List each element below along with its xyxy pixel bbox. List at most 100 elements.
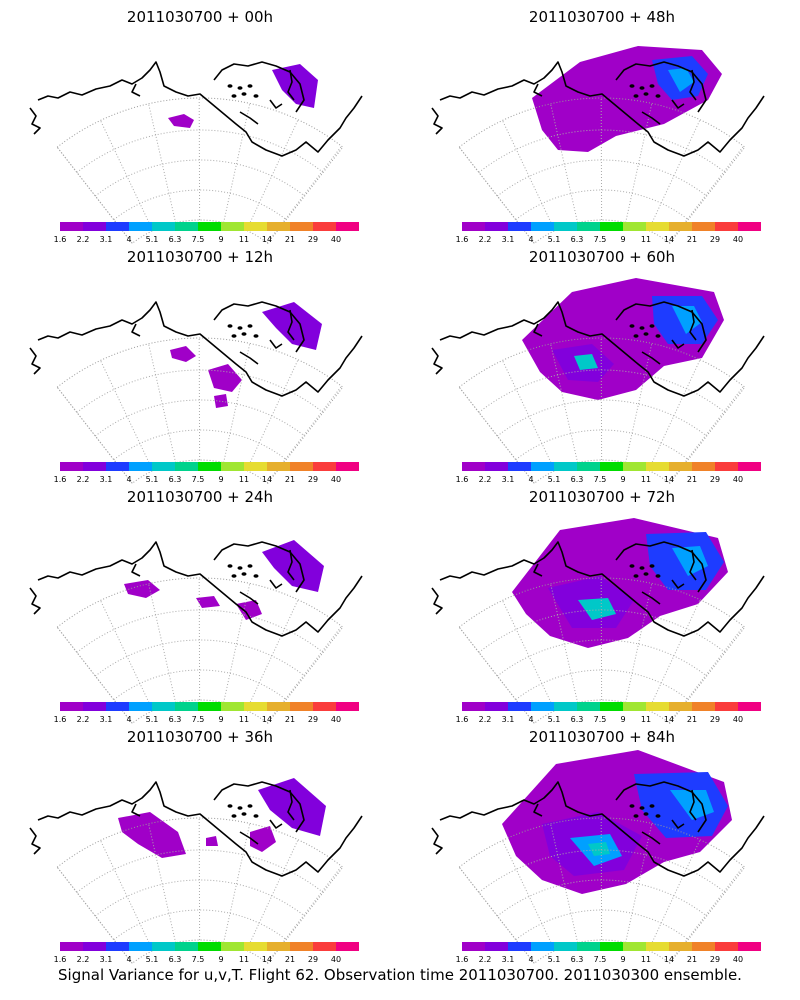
colorbar-swatch-8 <box>646 222 669 231</box>
shaded-region-1 <box>118 812 186 858</box>
colorbar-swatch-10 <box>692 702 715 711</box>
colorbar-swatch-0 <box>462 462 485 471</box>
longitude-line <box>148 103 177 223</box>
colorbar-tick-label: 14 <box>262 955 272 964</box>
latitude-line <box>76 369 324 413</box>
coastline <box>131 563 141 577</box>
colorbar-tick-label: 9 <box>218 475 223 484</box>
island <box>649 804 655 808</box>
colorbar-swatch-12 <box>738 222 761 231</box>
colorbar-swatch-4 <box>554 462 577 471</box>
map-boundary <box>458 337 746 485</box>
colorbar-tick-label: 3.1 <box>502 475 515 484</box>
colorbar-tick-label: 40 <box>733 475 743 484</box>
colorbar-swatch-5 <box>175 222 198 231</box>
latitude-line <box>95 399 305 437</box>
island <box>253 574 259 578</box>
island <box>655 334 661 338</box>
longitude-line <box>223 583 251 703</box>
latitude-line <box>497 639 707 677</box>
coastline <box>671 339 685 349</box>
longitude-line <box>100 600 154 711</box>
colorbar-tick-label: 3.1 <box>502 715 515 724</box>
colorbar-swatch-8 <box>244 222 267 231</box>
coastline <box>213 301 305 353</box>
panel-title: 2011030700 + 84h <box>529 728 675 746</box>
colorbar-swatch-6 <box>198 462 221 471</box>
island <box>643 572 649 576</box>
longitude-line <box>625 343 653 463</box>
colorbar-tick-label: 6.3 <box>169 955 182 964</box>
colorbar-tick-label: 29 <box>308 955 318 964</box>
coastline <box>533 563 543 577</box>
coastline <box>239 111 259 125</box>
island <box>633 574 639 578</box>
colorbar-swatch-11 <box>715 462 738 471</box>
colorbar-tick-label: 11 <box>239 715 249 724</box>
island <box>649 324 655 328</box>
colorbar-swatch-10 <box>290 702 313 711</box>
colorbar-tick-label: 29 <box>308 715 318 724</box>
colorbar-swatch-8 <box>646 702 669 711</box>
shaded-region-3 <box>214 394 228 408</box>
latitude-line <box>95 159 305 197</box>
latitude-line <box>515 189 689 221</box>
colorbar-swatch-2 <box>106 462 129 471</box>
colorbar-tick-label: 11 <box>239 475 249 484</box>
coastline <box>37 61 363 157</box>
colorbar-tick-label: 5.1 <box>146 475 159 484</box>
colorbar-tick-label: 29 <box>710 955 720 964</box>
colorbar-swatch-8 <box>244 462 267 471</box>
colorbar-swatch-12 <box>336 222 359 231</box>
colorbar-swatch-11 <box>313 222 336 231</box>
colorbar-tick-label: 40 <box>733 955 743 964</box>
colorbar-tick-label: 9 <box>218 955 223 964</box>
coastline <box>287 69 295 101</box>
island <box>639 806 645 810</box>
colorbar-swatch-9 <box>669 942 692 951</box>
colorbar-swatch-6 <box>198 222 221 231</box>
island <box>655 94 661 98</box>
coastline <box>37 541 363 637</box>
colorbar-swatch-6 <box>198 702 221 711</box>
island <box>237 806 243 810</box>
colorbar-swatch-12 <box>738 462 761 471</box>
colorbar-swatch-7 <box>623 222 646 231</box>
coastline <box>533 323 543 337</box>
colorbar-swatch-1 <box>485 942 508 951</box>
colorbar-tick-label: 21 <box>687 235 697 244</box>
map-boundary <box>56 337 344 485</box>
colorbar-tick-label: 4 <box>126 715 131 724</box>
colorbar-tick-label: 29 <box>710 715 720 724</box>
coastline <box>29 347 41 375</box>
shaded-region-0 <box>272 64 318 108</box>
latitude-line <box>478 849 726 893</box>
colorbar-tick-label: 14 <box>262 715 272 724</box>
colorbar-swatch-11 <box>313 702 336 711</box>
coastline <box>287 789 295 821</box>
colorbar-tick-label: 2.2 <box>77 235 90 244</box>
map-boundary <box>56 577 344 725</box>
colorbar-tick-label: 11 <box>641 235 651 244</box>
map-boundary <box>458 97 746 245</box>
colorbar-tick-label: 3.1 <box>502 235 515 244</box>
longitude-line <box>648 599 701 711</box>
coastline <box>269 579 283 589</box>
coastline <box>439 781 765 877</box>
coastline <box>439 61 765 157</box>
coastline <box>37 781 363 877</box>
colorbar-tick-label: 11 <box>239 235 249 244</box>
island <box>241 812 247 816</box>
colorbar-swatch-11 <box>313 462 336 471</box>
colorbar-swatch-3 <box>129 942 152 951</box>
coastline <box>431 827 443 855</box>
colorbar-tick-label: 1.6 <box>456 235 469 244</box>
colorbar-tick-label: 29 <box>710 475 720 484</box>
colorbar-tick-label: 2.2 <box>479 715 492 724</box>
coastline <box>213 61 305 113</box>
colorbar-tick-label: 7.5 <box>192 235 205 244</box>
coastline <box>533 803 543 817</box>
latitude-line <box>113 909 287 941</box>
island <box>629 804 635 808</box>
colorbar-tick-label: 6.3 <box>571 715 584 724</box>
